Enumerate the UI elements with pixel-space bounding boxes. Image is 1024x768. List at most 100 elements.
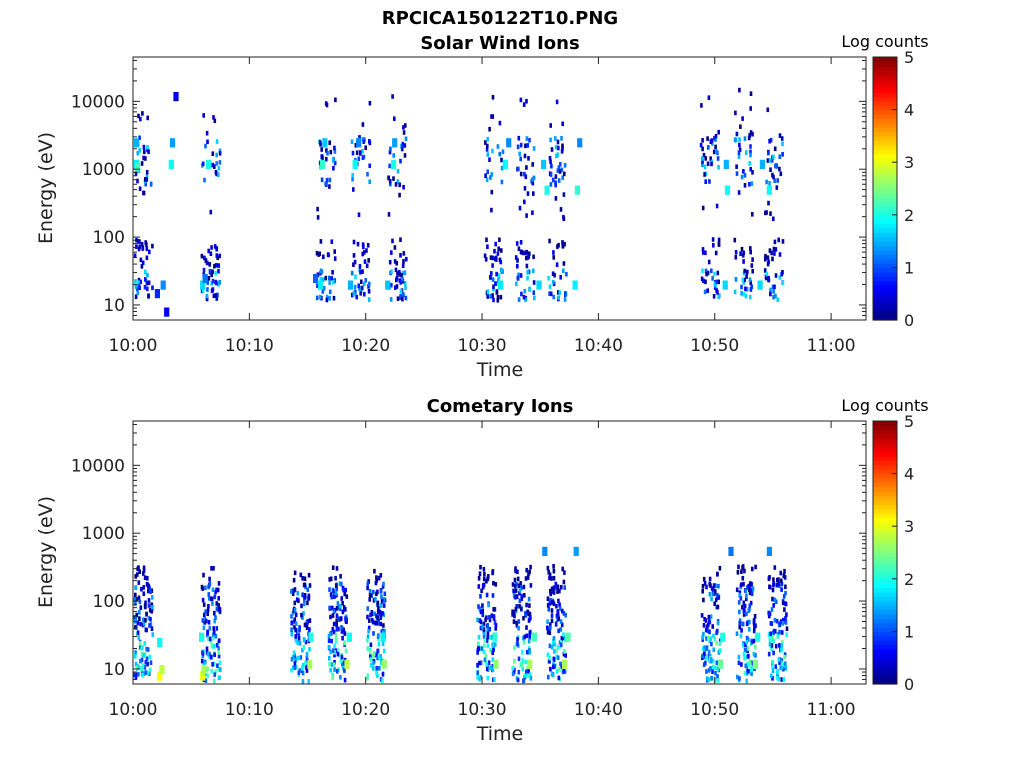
heatmap-cell <box>293 600 297 606</box>
heatmap-cell <box>133 253 137 258</box>
colorbar-segment <box>873 162 897 168</box>
heatmap-cell <box>740 174 744 180</box>
heatmap-cell <box>750 181 754 186</box>
heatmap-cell <box>375 621 379 626</box>
heatmap-cell <box>147 615 151 621</box>
heatmap-cell <box>715 640 718 646</box>
heatmap-cell <box>368 140 372 146</box>
heatmap-cell <box>290 656 294 662</box>
heatmap-cell <box>742 643 745 648</box>
heatmap-cell <box>211 662 214 667</box>
heatmap-cell <box>217 596 220 601</box>
heatmap-cell <box>485 237 488 243</box>
heatmap-cell <box>140 652 144 657</box>
heatmap-cell <box>517 583 521 588</box>
heatmap-cell <box>555 613 559 619</box>
heatmap-cell <box>717 165 720 170</box>
heatmap-cell <box>487 602 490 608</box>
heatmap-cell <box>335 627 339 632</box>
heatmap-cell <box>483 638 487 643</box>
cometary-plot-area <box>133 421 866 684</box>
heatmap-cell <box>740 246 744 252</box>
colorbar-segment <box>873 153 897 159</box>
heatmap-cell <box>518 151 521 157</box>
heatmap-cell <box>564 291 567 296</box>
heatmap-cell <box>404 295 408 301</box>
heatmap-cell <box>557 145 560 151</box>
heatmap-cell <box>740 569 743 575</box>
heatmap-cell <box>390 250 393 255</box>
heatmap-cell <box>701 646 705 652</box>
heatmap-cell <box>343 640 347 645</box>
heatmap-cell <box>746 620 749 625</box>
heatmap-cell <box>135 597 138 602</box>
heatmap-cell <box>301 615 304 620</box>
heatmap-cell <box>757 280 763 290</box>
heatmap-cell <box>516 569 519 575</box>
heatmap-cell <box>142 653 146 658</box>
heatmap-cell <box>550 576 553 581</box>
heatmap-cell <box>559 207 563 212</box>
heatmap-cell <box>332 588 335 594</box>
heatmap-cell <box>749 166 752 172</box>
heatmap-cell <box>772 174 775 180</box>
heatmap-cell <box>776 178 779 183</box>
heatmap-cell <box>137 635 141 640</box>
heatmap-cell <box>737 154 741 159</box>
heatmap-cell <box>524 174 528 179</box>
heatmap-cell <box>773 239 777 245</box>
heatmap-cell <box>336 601 340 606</box>
heatmap-cell <box>319 142 322 147</box>
heatmap-cell <box>376 615 380 620</box>
colorbar-segment <box>873 644 897 650</box>
colorbar-segment <box>873 618 897 624</box>
heatmap-cell <box>522 615 525 621</box>
heatmap-cell <box>702 662 706 667</box>
heatmap-cell <box>146 661 149 667</box>
heatmap-cell <box>305 656 309 661</box>
heatmap-cell <box>700 613 704 618</box>
heatmap-cell <box>328 184 331 189</box>
heatmap-cell <box>201 651 205 656</box>
heatmap-cell <box>714 282 717 288</box>
heatmap-cell <box>361 149 364 154</box>
heatmap-cell <box>709 666 712 671</box>
heatmap-cell <box>766 185 772 195</box>
heatmap-cell <box>500 248 503 253</box>
heatmap-cell <box>751 586 755 592</box>
heatmap-cell <box>173 92 179 102</box>
heatmap-cell <box>479 564 482 570</box>
heatmap-cell <box>146 576 149 581</box>
heatmap-cell <box>149 616 152 622</box>
heatmap-cell <box>295 597 299 602</box>
heatmap-cell <box>749 249 752 255</box>
heatmap-cell <box>785 626 789 631</box>
heatmap-cell <box>215 601 219 606</box>
heatmap-cell <box>213 594 217 600</box>
heatmap-cell <box>332 157 335 163</box>
heatmap-cell <box>769 211 772 216</box>
heatmap-cell <box>325 297 329 303</box>
heatmap-cell <box>555 648 558 654</box>
heatmap-cell <box>552 664 555 670</box>
heatmap-cell <box>525 165 528 170</box>
heatmap-cell <box>554 196 558 201</box>
heatmap-cell <box>138 135 141 141</box>
colorbar-segment <box>873 83 897 89</box>
heatmap-cell <box>304 639 308 645</box>
heatmap-cell <box>483 253 487 259</box>
heatmap-cell <box>784 620 788 625</box>
heatmap-cell <box>321 289 325 294</box>
heatmap-cell <box>750 667 753 673</box>
heatmap-cell <box>398 182 401 188</box>
heatmap-cell <box>370 610 374 615</box>
heatmap-cell <box>493 620 497 625</box>
heatmap-cell <box>491 255 494 261</box>
heatmap-cell <box>370 593 373 598</box>
heatmap-cell <box>529 672 532 677</box>
heatmap-cell <box>389 181 392 187</box>
heatmap-cell <box>341 635 344 641</box>
heatmap-cell <box>769 631 772 637</box>
heatmap-cell <box>333 667 336 672</box>
heatmap-cell <box>300 603 303 609</box>
